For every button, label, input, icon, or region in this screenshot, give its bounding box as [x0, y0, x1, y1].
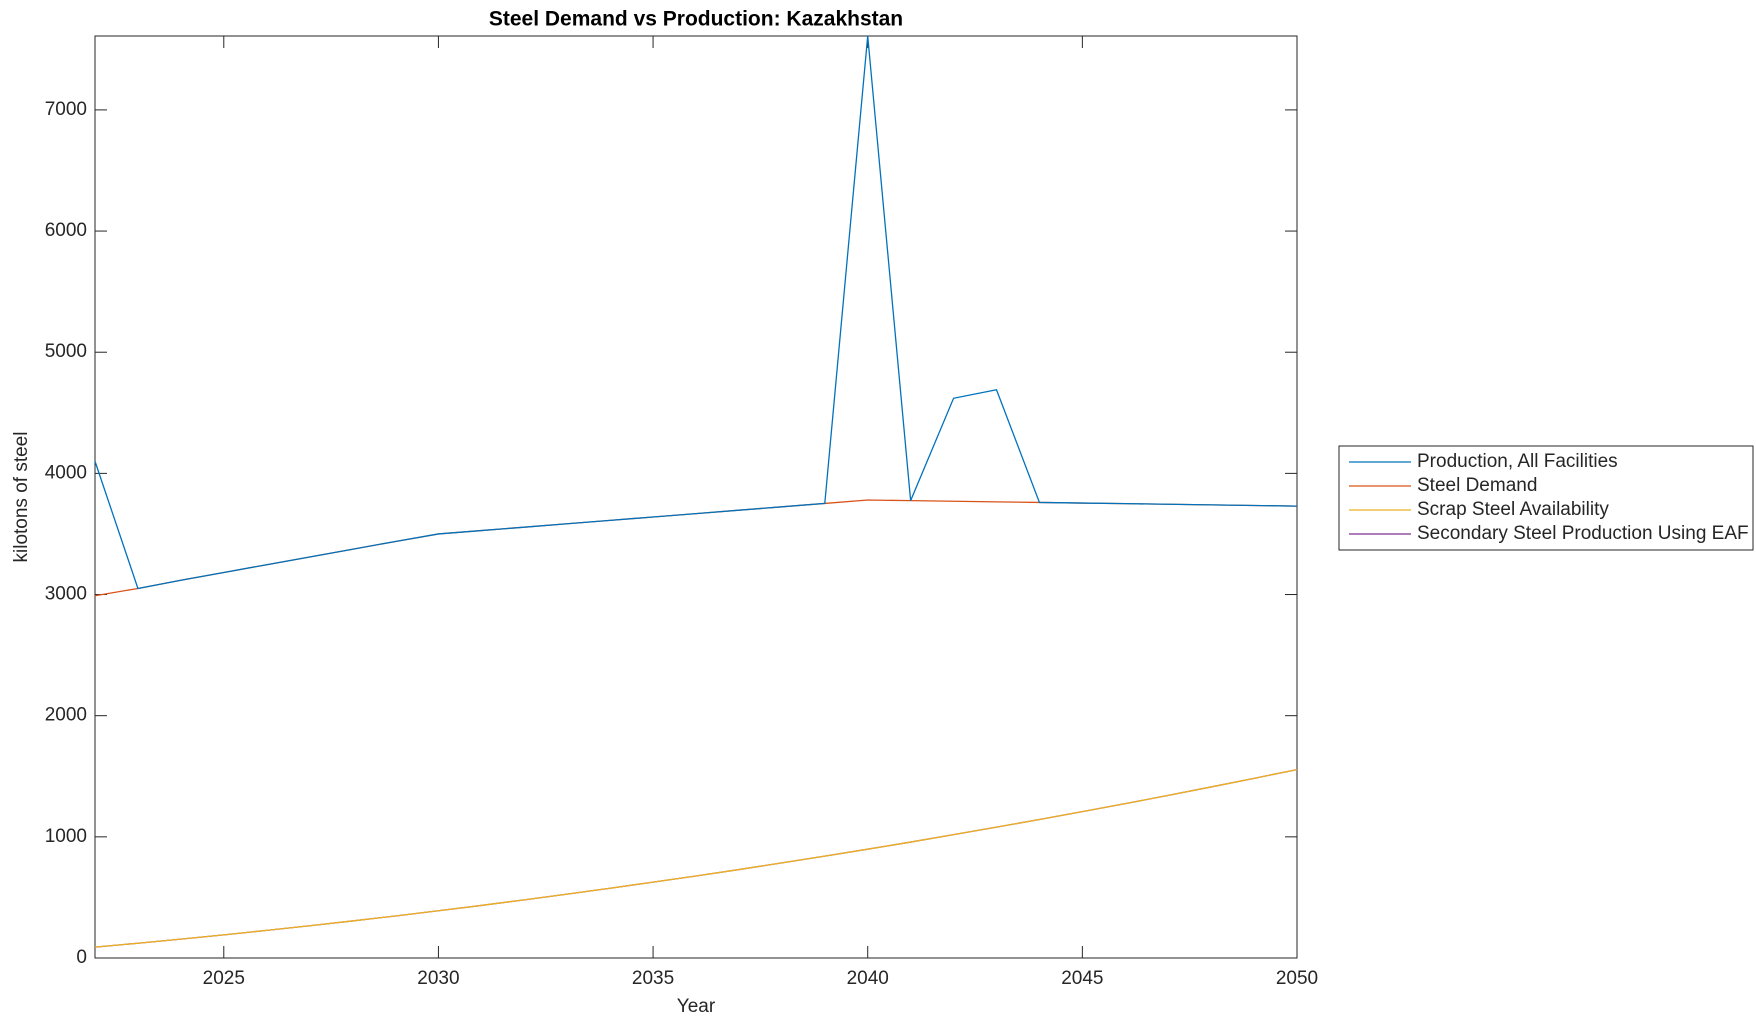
- plot-frame: [94, 35, 1298, 959]
- y-tick-label: 6000: [45, 220, 87, 241]
- x-tick-label: 2040: [847, 968, 889, 989]
- y-tick-label: 4000: [45, 462, 87, 483]
- x-tick-label: 2025: [203, 968, 245, 989]
- legend-label: Steel Demand: [1417, 475, 1537, 496]
- y-tick-label: 0: [76, 947, 87, 968]
- legend-label: Production, All Facilities: [1417, 451, 1618, 472]
- y-tick-label: 7000: [45, 99, 87, 120]
- series-line: [94, 768, 1298, 948]
- series-line: [94, 499, 1298, 597]
- legend-box: [1338, 445, 1754, 551]
- x-tick-label: 2045: [1061, 968, 1103, 989]
- x-axis-label: Year: [677, 996, 716, 1017]
- series-line: [94, 768, 1298, 948]
- y-tick-label: 2000: [45, 705, 87, 726]
- y-axis-label: kilotons of steel: [11, 432, 32, 563]
- x-tick-label: 2035: [632, 968, 674, 989]
- y-tick-label: 5000: [45, 341, 87, 362]
- y-tick-label: 1000: [45, 826, 87, 847]
- x-tick-label: 2050: [1276, 968, 1318, 989]
- series-line: [94, 35, 1298, 590]
- legend-label: Secondary Steel Production Using EAF: [1417, 523, 1749, 544]
- y-tick-label: 3000: [45, 584, 87, 605]
- legend-label: Scrap Steel Availability: [1417, 499, 1609, 520]
- x-tick-label: 2030: [417, 968, 459, 989]
- chart-title: Steel Demand vs Production: Kazakhstan: [489, 8, 903, 31]
